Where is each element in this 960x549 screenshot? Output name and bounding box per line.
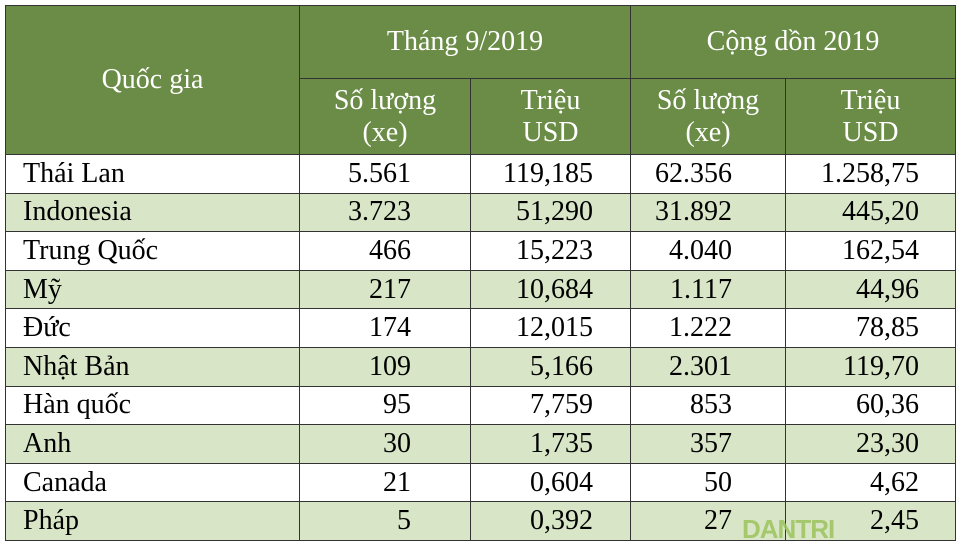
- ytd-qty-cell: 4.040: [630, 231, 786, 271]
- ytd-value-header: Triệu USD: [785, 78, 956, 155]
- month-qty-cell: 5.561: [299, 154, 471, 194]
- month-value-cell: 1,735: [470, 424, 631, 464]
- ytd-qty-cell: 2.301: [630, 346, 786, 387]
- month-qty-cell: 174: [299, 308, 471, 348]
- country-cell: Trung Quốc: [5, 231, 300, 271]
- table-row: Canada 21 0,604 50 4,62: [5, 462, 956, 503]
- ytd-value-cell: 44,96: [785, 269, 956, 310]
- country-cell: Canada: [5, 462, 300, 503]
- ytd-value-cell: 1.258,75: [785, 154, 956, 194]
- qty-header-line1: Số lượng: [656, 84, 760, 116]
- country-cell: Đức: [5, 308, 300, 348]
- month-value-cell: 5,166: [470, 346, 631, 387]
- header-row-2: Số lượng (xe) Triệu USD Số lượng (xe) Tr…: [6, 78, 956, 155]
- month-qty-header: Số lượng (xe): [299, 78, 471, 155]
- month-value-cell: 7,759: [470, 385, 631, 426]
- ytd-value-cell: 60,36: [785, 385, 956, 426]
- ytd-qty-cell: 1.222: [630, 308, 786, 348]
- ytd-value-cell: 2,45: [785, 501, 956, 541]
- month-value-cell: 0,392: [470, 501, 631, 541]
- country-cell: Hàn quốc: [5, 385, 300, 426]
- dantri-watermark-logo: DANTRI: [742, 514, 835, 544]
- month-qty-cell: 109: [299, 346, 471, 387]
- month-value-header: Triệu USD: [470, 78, 631, 155]
- table-row: Indonesia 3.723 51,290 31.892 445,20: [5, 192, 956, 233]
- ytd-qty-header: Số lượng (xe): [630, 78, 786, 155]
- ytd-value-cell: 119,70: [785, 346, 956, 387]
- month-value-cell: 10,684: [470, 269, 631, 310]
- ytd-value-cell: 78,85: [785, 308, 956, 348]
- table-row: Trung Quốc 466 15,223 4.040 162,54: [5, 231, 956, 271]
- country-header: Quốc gia: [5, 5, 300, 155]
- ytd-value-cell: 445,20: [785, 192, 956, 233]
- month-qty-cell: 5: [299, 501, 471, 541]
- value-header-line1: Triệu: [520, 84, 581, 116]
- value-header-line2: USD: [522, 116, 579, 148]
- ytd-qty-cell: 31.892: [630, 192, 786, 233]
- ytd-qty-cell: 50: [630, 462, 786, 503]
- import-table: Quốc gia Tháng 9/2019 Cộng dồn 2019 Số l…: [5, 5, 956, 541]
- month-group-header: Tháng 9/2019: [299, 5, 631, 79]
- table-row: Hàn quốc 95 7,759 853 60,36: [5, 385, 956, 426]
- qty-header-line2: (xe): [362, 116, 408, 148]
- table-row: Thái Lan 5.561 119,185 62.356 1.258,75: [5, 154, 956, 194]
- month-value-cell: 12,015: [470, 308, 631, 348]
- month-value-cell: 119,185: [470, 154, 631, 194]
- country-cell: Anh: [5, 424, 300, 464]
- ytd-qty-cell: 62.356: [630, 154, 786, 194]
- ytd-group-header: Cộng dồn 2019: [630, 5, 956, 79]
- ytd-qty-cell: 853: [630, 385, 786, 426]
- country-cell: Nhật Bản: [5, 346, 300, 387]
- table-row: Nhật Bản 109 5,166 2.301 119,70: [5, 346, 956, 387]
- month-qty-cell: 30: [299, 424, 471, 464]
- ytd-value-cell: 4,62: [785, 462, 956, 503]
- table-row: Anh 30 1,735 357 23,30: [5, 424, 956, 464]
- month-qty-cell: 3.723: [299, 192, 471, 233]
- value-header-line2: USD: [842, 116, 899, 148]
- ytd-qty-cell: 27: [630, 501, 786, 541]
- ytd-qty-cell: 357: [630, 424, 786, 464]
- qty-header-line1: Số lượng: [333, 84, 437, 116]
- country-cell: Mỹ: [5, 269, 300, 310]
- month-value-cell: 15,223: [470, 231, 631, 271]
- month-value-cell: 0,604: [470, 462, 631, 503]
- ytd-value-cell: 23,30: [785, 424, 956, 464]
- month-qty-cell: 466: [299, 231, 471, 271]
- month-qty-cell: 217: [299, 269, 471, 310]
- country-cell: Indonesia: [5, 192, 300, 233]
- ytd-qty-cell: 1.117: [630, 269, 786, 310]
- month-qty-cell: 95: [299, 385, 471, 426]
- table-row: Đức 174 12,015 1.222 78,85: [5, 308, 956, 348]
- header-row-1: Quốc gia Tháng 9/2019 Cộng dồn 2019: [5, 5, 956, 155]
- qty-header-line2: (xe): [685, 116, 731, 148]
- month-value-cell: 51,290: [470, 192, 631, 233]
- table-row: Mỹ 217 10,684 1.117 44,96: [5, 269, 956, 310]
- table-row: Pháp 5 0,392 27 2,45: [5, 501, 956, 541]
- value-header-line1: Triệu: [840, 84, 901, 116]
- month-qty-cell: 21: [299, 462, 471, 503]
- ytd-value-cell: 162,54: [785, 231, 956, 271]
- country-cell: Thái Lan: [5, 154, 300, 194]
- country-cell: Pháp: [5, 501, 300, 541]
